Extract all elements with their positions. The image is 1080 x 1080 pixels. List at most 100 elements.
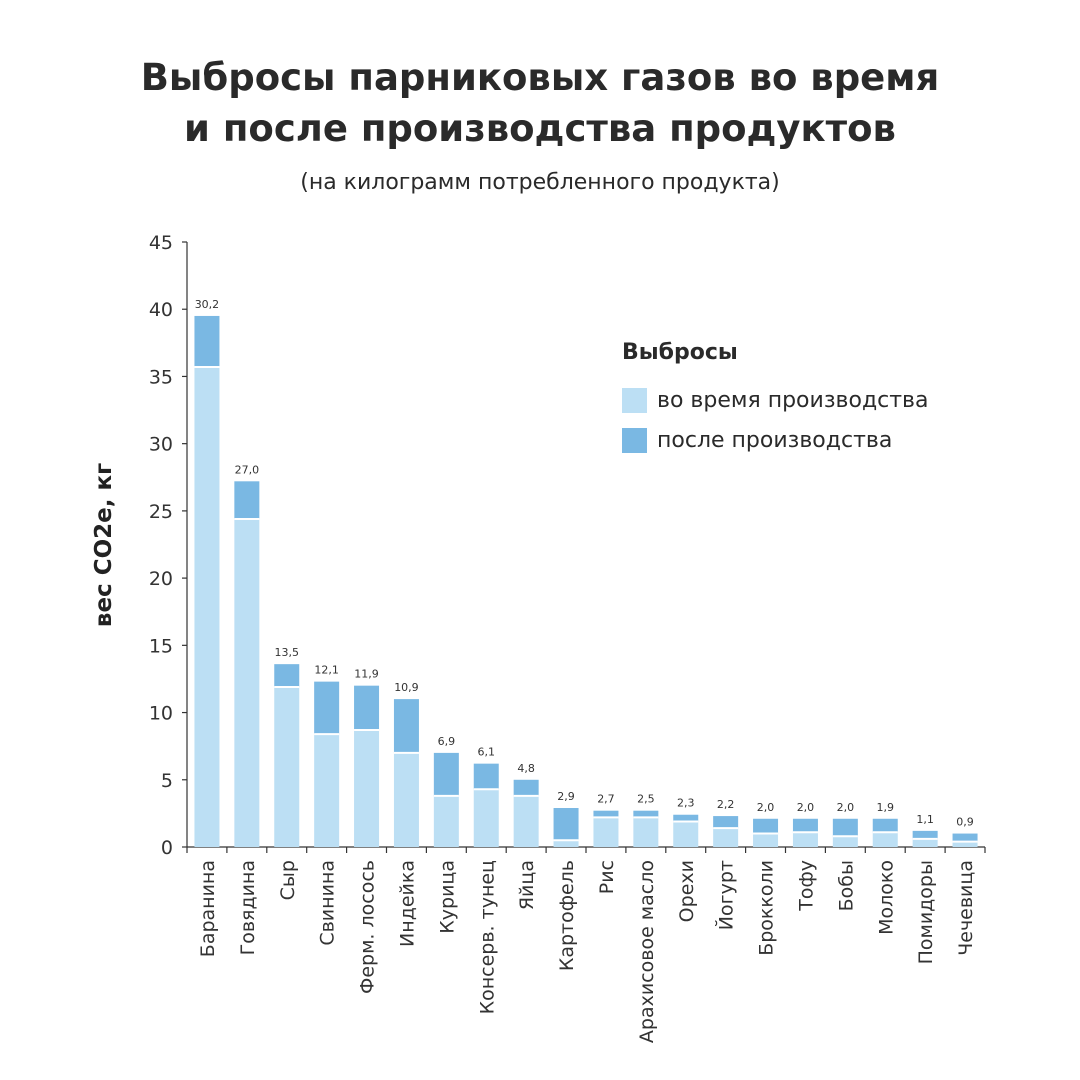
bar-production [354, 730, 380, 847]
bar-production [314, 734, 340, 847]
bar-post-production [912, 830, 938, 839]
x-tick-label: Ферм. лосось [357, 860, 379, 994]
bar-value-label: 2,3 [677, 797, 695, 810]
bar-value-label: 2,0 [797, 801, 815, 814]
bar-value-label: 13,5 [275, 646, 300, 659]
bar-production [912, 838, 938, 847]
bar-post-production [433, 752, 459, 796]
bar-value-label: 27,0 [235, 463, 260, 476]
bar-post-production [314, 681, 340, 735]
y-tick-label: 30 [149, 434, 173, 456]
chart-subtitle: (на килограмм потребленного продукта) [300, 170, 780, 195]
bar-value-label: 2,5 [637, 793, 655, 806]
bar-production [274, 687, 300, 847]
bar-production [713, 828, 739, 847]
bar-production [673, 821, 699, 847]
bar-value-label: 2,0 [837, 801, 855, 814]
bar-production [473, 789, 499, 847]
y-tick-label: 40 [149, 299, 173, 321]
legend-swatch-post-production [622, 427, 647, 453]
bar-value-label: 6,1 [478, 746, 496, 759]
bar-post-production [753, 818, 779, 834]
bar-post-production [792, 818, 818, 833]
x-tick-label: Индейка [396, 860, 418, 947]
x-tick-label: Яйца [516, 860, 538, 910]
bar-production [872, 832, 898, 847]
bar-post-production [513, 779, 539, 796]
chart-title-line-2: и после производства продуктов [184, 107, 896, 150]
bar-post-production [274, 664, 300, 688]
x-tick-label: Сыр [277, 860, 299, 900]
legend-label-post-production: после производства [657, 427, 893, 453]
bar-value-label: 0,9 [956, 816, 974, 829]
y-tick-label: 15 [149, 635, 173, 657]
bar-production [393, 752, 419, 847]
bar-post-production [393, 699, 419, 753]
y-tick-label: 20 [149, 568, 173, 590]
y-axis-title: вес CO2e, кг [91, 463, 117, 627]
bar-production [194, 367, 220, 847]
bar-value-label: 30,2 [195, 298, 220, 311]
bar-post-production [593, 810, 619, 818]
bar-post-production [553, 808, 579, 841]
chart-title: Выбросы парниковых газов во время и посл… [0, 52, 1080, 154]
x-tick-label: Свинина [317, 860, 339, 946]
bar-production [753, 833, 779, 847]
y-tick-label: 0 [161, 837, 173, 859]
x-tick-label: Чечевица [955, 860, 977, 956]
bar-post-production [673, 814, 699, 822]
x-tick-label: Говядина [237, 860, 259, 955]
bar-production [513, 795, 539, 847]
x-tick-label: Баранина [197, 860, 219, 957]
bar-production [553, 840, 579, 847]
bar-value-label: 2,9 [557, 790, 575, 803]
chart-title-line-1: Выбросы парниковых газов во время [140, 56, 940, 99]
bar-production [952, 841, 978, 847]
x-tick-label: Консерв. тунец [476, 860, 498, 1014]
legend: Выбросы во время производства после прои… [622, 340, 929, 467]
y-tick-label: 25 [149, 501, 173, 523]
x-tick-label: Рис [596, 860, 618, 894]
bar-production [433, 795, 459, 847]
x-tick-label: Орехи [676, 860, 698, 922]
bar-production [792, 832, 818, 847]
bar-post-production [234, 481, 260, 519]
x-tick-label: Молоко [875, 860, 897, 935]
bar-value-label: 10,9 [394, 681, 419, 694]
x-tick-label: Картофель [556, 860, 578, 971]
bar-production [593, 817, 619, 847]
x-tick-label: Курица [436, 860, 458, 934]
legend-item-production: во время производства [622, 387, 929, 413]
legend-title: Выбросы [622, 340, 738, 365]
bar-post-production [354, 685, 380, 731]
bar-production [832, 836, 858, 847]
bar-production [234, 518, 260, 847]
bar-post-production [633, 810, 659, 818]
bar-post-production [872, 818, 898, 833]
y-tick-label: 45 [149, 232, 173, 254]
bar-value-label: 1,9 [877, 801, 895, 814]
x-tick-label: Брокколи [756, 860, 778, 956]
y-tick-label: 10 [149, 703, 173, 725]
bar-post-production [832, 818, 858, 837]
bar-value-label: 6,9 [438, 735, 456, 748]
bar-post-production [713, 816, 739, 829]
y-tick-label: 5 [161, 770, 173, 792]
x-tick-label: Бобы [835, 860, 857, 911]
legend-label-production: во время производства [657, 387, 929, 413]
bar-post-production [473, 763, 499, 790]
bar-post-production [952, 833, 978, 842]
x-tick-label: Арахисовое масло [636, 860, 658, 1043]
bar-production [633, 817, 659, 847]
legend-swatch-production [622, 387, 647, 413]
x-tick-label: Йогурт [715, 860, 738, 930]
bar-value-label: 12,1 [314, 664, 339, 677]
bar-value-label: 2,2 [717, 798, 735, 811]
y-tick-label: 35 [149, 366, 173, 388]
bar-value-label: 2,7 [597, 793, 615, 806]
x-tick-label: Помидоры [915, 860, 937, 964]
legend-item-post-production: после производства [622, 427, 929, 453]
bar-value-label: 2,0 [757, 801, 775, 814]
bar-value-label: 1,1 [916, 813, 934, 826]
